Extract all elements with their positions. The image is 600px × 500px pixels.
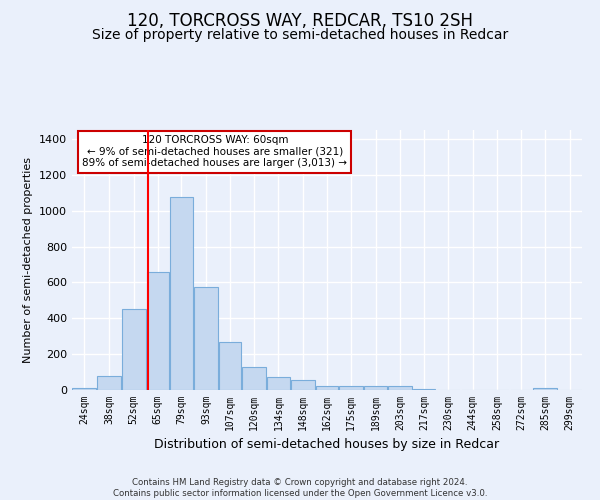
Bar [364,386,388,390]
Text: 120, TORCROSS WAY, REDCAR, TS10 2SH: 120, TORCROSS WAY, REDCAR, TS10 2SH [127,12,473,30]
Bar [73,388,96,390]
Bar [219,342,241,390]
Bar [533,388,557,390]
Y-axis label: Number of semi-detached properties: Number of semi-detached properties [23,157,34,363]
Bar [413,389,435,390]
Bar [194,287,218,390]
Bar [388,386,412,390]
Bar [146,272,169,390]
Bar [266,378,290,390]
Bar [291,380,315,390]
X-axis label: Distribution of semi-detached houses by size in Redcar: Distribution of semi-detached houses by … [154,438,500,452]
Bar [97,376,121,390]
Bar [242,366,266,390]
Bar [170,197,193,390]
Text: 120 TORCROSS WAY: 60sqm
← 9% of semi-detached houses are smaller (321)
89% of se: 120 TORCROSS WAY: 60sqm ← 9% of semi-det… [82,135,347,168]
Bar [339,386,363,390]
Text: Size of property relative to semi-detached houses in Redcar: Size of property relative to semi-detach… [92,28,508,42]
Bar [316,386,338,390]
Text: Contains HM Land Registry data © Crown copyright and database right 2024.
Contai: Contains HM Land Registry data © Crown c… [113,478,487,498]
Bar [122,310,146,390]
